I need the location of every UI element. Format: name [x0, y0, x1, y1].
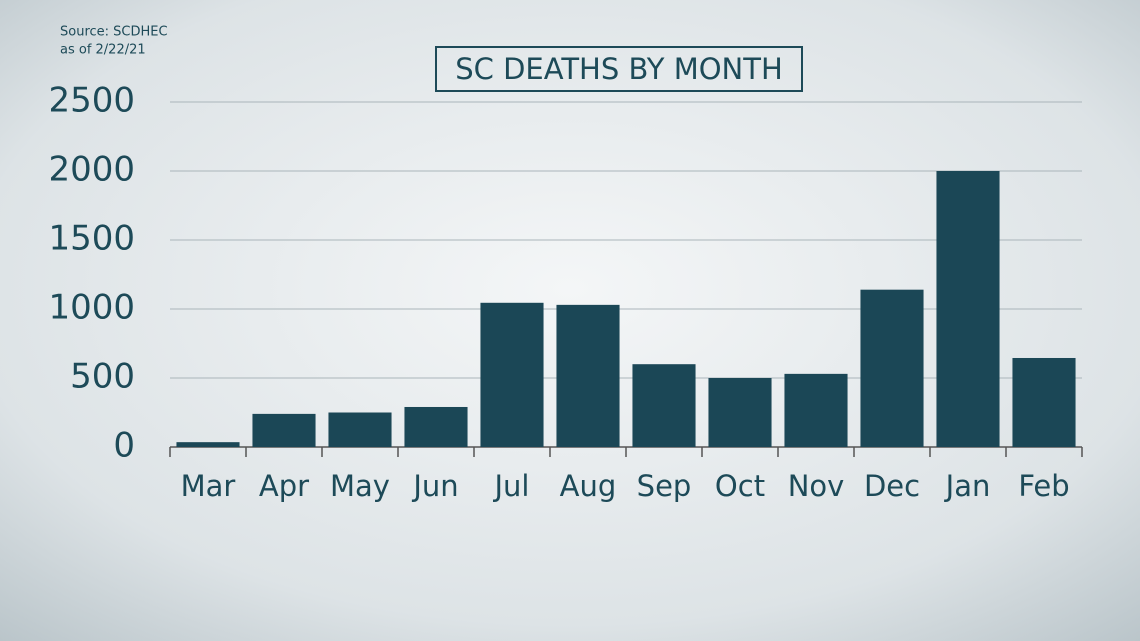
- source-line: Source: SCDHEC: [60, 25, 168, 40]
- x-tick-label: Dec: [864, 469, 920, 503]
- x-tick-label: Feb: [1018, 469, 1069, 503]
- y-tick-label: 1000: [48, 288, 135, 328]
- bar: [404, 406, 468, 447]
- x-tick-label: Apr: [259, 469, 309, 503]
- y-tick-label: 500: [70, 357, 135, 397]
- bar: [1012, 357, 1076, 447]
- x-tick-label: Aug: [560, 469, 617, 503]
- bar: [328, 412, 392, 447]
- chart-title: SC DEATHS BY MONTH: [455, 52, 783, 86]
- x-tick-label: Nov: [788, 469, 845, 503]
- y-tick-label: 1500: [48, 219, 135, 259]
- x-tick-label: Sep: [637, 469, 692, 503]
- bar: [556, 304, 620, 447]
- x-tick-label: Jul: [493, 469, 530, 503]
- bar: [252, 413, 316, 447]
- bar: [632, 364, 696, 447]
- title-box: [435, 46, 803, 92]
- x-tick-label: Mar: [181, 469, 236, 503]
- x-tick-label: Jan: [944, 469, 991, 503]
- bar: [480, 302, 544, 447]
- y-tick-label: 2500: [48, 81, 135, 121]
- x-tick-label: Jun: [411, 469, 458, 503]
- bar: [176, 442, 240, 447]
- bar: [784, 373, 848, 447]
- x-tick-label: May: [330, 469, 390, 503]
- bar: [860, 289, 924, 447]
- y-tick-label: 0: [113, 426, 135, 466]
- y-tick-label: 2000: [48, 150, 135, 190]
- bar: [936, 171, 1000, 447]
- bar: [708, 378, 772, 447]
- x-tick-label: Oct: [715, 469, 765, 503]
- source-line: as of 2/22/21: [60, 43, 146, 58]
